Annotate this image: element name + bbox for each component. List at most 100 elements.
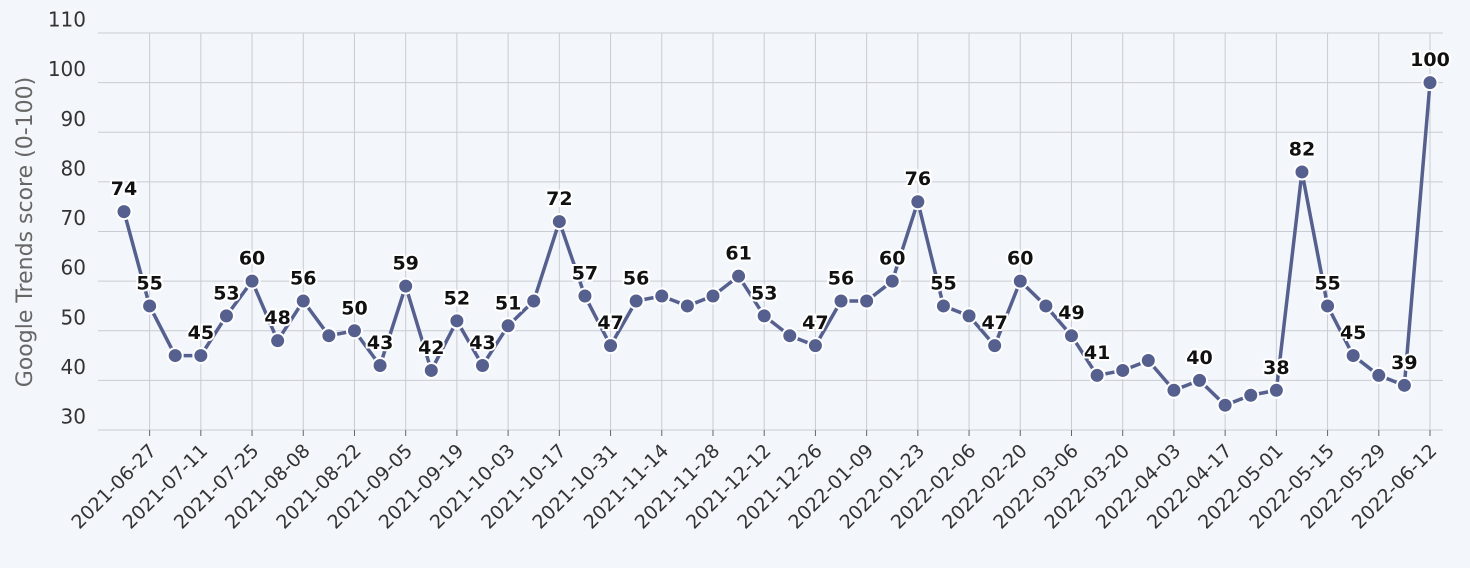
data-point bbox=[986, 337, 1004, 355]
data-label: 41 bbox=[1084, 342, 1110, 364]
data-label: 52 bbox=[444, 287, 470, 309]
data-label: 56 bbox=[290, 267, 316, 289]
data-point bbox=[1293, 163, 1311, 181]
data-label: 43 bbox=[367, 332, 393, 354]
data-label: 53 bbox=[213, 282, 239, 304]
y-tick-label: 70 bbox=[61, 206, 86, 230]
data-label: 60 bbox=[1007, 248, 1033, 270]
data-label: 42 bbox=[418, 337, 444, 359]
data-point bbox=[1421, 74, 1439, 92]
data-point bbox=[832, 292, 850, 310]
data-point bbox=[397, 277, 415, 295]
data-point bbox=[1370, 366, 1388, 384]
data-point bbox=[1011, 272, 1029, 290]
data-label: 56 bbox=[828, 267, 854, 289]
data-point bbox=[627, 292, 645, 310]
data-point bbox=[1037, 297, 1055, 315]
data-point bbox=[550, 213, 568, 231]
data-label: 57 bbox=[572, 263, 598, 285]
data-point bbox=[474, 356, 492, 374]
y-axis-label: Google Trends score (0-100) bbox=[13, 77, 38, 387]
data-label: 38 bbox=[1263, 357, 1289, 379]
data-point bbox=[806, 337, 824, 355]
data-point bbox=[781, 327, 799, 345]
data-point bbox=[1344, 347, 1362, 365]
data-point bbox=[115, 203, 133, 221]
data-point bbox=[1114, 361, 1132, 379]
data-label: 55 bbox=[930, 272, 956, 294]
y-tick-label: 60 bbox=[61, 256, 86, 280]
y-tick-label: 80 bbox=[61, 156, 86, 180]
data-label: 82 bbox=[1289, 138, 1315, 160]
data-point bbox=[602, 337, 620, 355]
data-label: 74 bbox=[111, 178, 137, 200]
y-tick-label: 90 bbox=[61, 107, 86, 131]
data-point bbox=[499, 317, 517, 335]
data-point bbox=[653, 287, 671, 305]
data-label: 47 bbox=[981, 312, 1007, 334]
data-label: 72 bbox=[546, 188, 572, 210]
data-point bbox=[294, 292, 312, 310]
data-label: 60 bbox=[879, 248, 905, 270]
data-label: 45 bbox=[1340, 322, 1366, 344]
data-label: 45 bbox=[188, 322, 214, 344]
data-point bbox=[1267, 381, 1285, 399]
data-label: 60 bbox=[239, 248, 265, 270]
data-label: 50 bbox=[341, 297, 367, 319]
data-label: 55 bbox=[136, 272, 162, 294]
data-point bbox=[1191, 371, 1209, 389]
data-point bbox=[934, 297, 952, 315]
data-point bbox=[1139, 352, 1157, 370]
data-label: 76 bbox=[905, 168, 931, 190]
y-tick-label: 100 bbox=[48, 57, 86, 81]
data-point bbox=[243, 272, 261, 290]
data-point bbox=[448, 312, 466, 330]
data-label: 43 bbox=[469, 332, 495, 354]
data-label: 55 bbox=[1314, 272, 1340, 294]
data-point bbox=[576, 287, 594, 305]
data-point bbox=[1062, 327, 1080, 345]
y-tick-label: 50 bbox=[61, 305, 86, 329]
data-label: 49 bbox=[1058, 302, 1084, 324]
data-label: 48 bbox=[264, 307, 290, 329]
data-label: 47 bbox=[802, 312, 828, 334]
data-point bbox=[883, 272, 901, 290]
data-label: 47 bbox=[597, 312, 623, 334]
data-point bbox=[858, 292, 876, 310]
y-tick-label: 110 bbox=[48, 8, 86, 32]
data-point bbox=[1242, 386, 1260, 404]
data-point bbox=[141, 297, 159, 315]
data-point bbox=[345, 322, 363, 340]
series-line bbox=[122, 82, 1432, 408]
data-point bbox=[1395, 376, 1413, 394]
data-point bbox=[909, 193, 927, 211]
data-point bbox=[704, 287, 722, 305]
data-point bbox=[678, 297, 696, 315]
data-label: 59 bbox=[392, 253, 418, 275]
data-point bbox=[755, 307, 773, 325]
y-tick-label: 30 bbox=[61, 405, 86, 429]
y-tick-label: 40 bbox=[61, 355, 86, 379]
data-point bbox=[217, 307, 235, 325]
data-point bbox=[1216, 396, 1234, 414]
data-label: 61 bbox=[725, 243, 751, 265]
data-point bbox=[730, 267, 748, 285]
data-label: 53 bbox=[751, 282, 777, 304]
data-label: 51 bbox=[495, 292, 521, 314]
data-label: 40 bbox=[1186, 347, 1212, 369]
data-point bbox=[192, 347, 210, 365]
data-label: 39 bbox=[1391, 352, 1417, 374]
data-point bbox=[371, 356, 389, 374]
data-point bbox=[1088, 366, 1106, 384]
data-point bbox=[269, 332, 287, 350]
data-label: 56 bbox=[623, 267, 649, 289]
data-point bbox=[422, 361, 440, 379]
data-point bbox=[1165, 381, 1183, 399]
data-point bbox=[1319, 297, 1337, 315]
data-point bbox=[525, 292, 543, 310]
data-point bbox=[166, 347, 184, 365]
data-point bbox=[320, 327, 338, 345]
data-point bbox=[960, 307, 978, 325]
data-label: 100 bbox=[1410, 49, 1450, 71]
